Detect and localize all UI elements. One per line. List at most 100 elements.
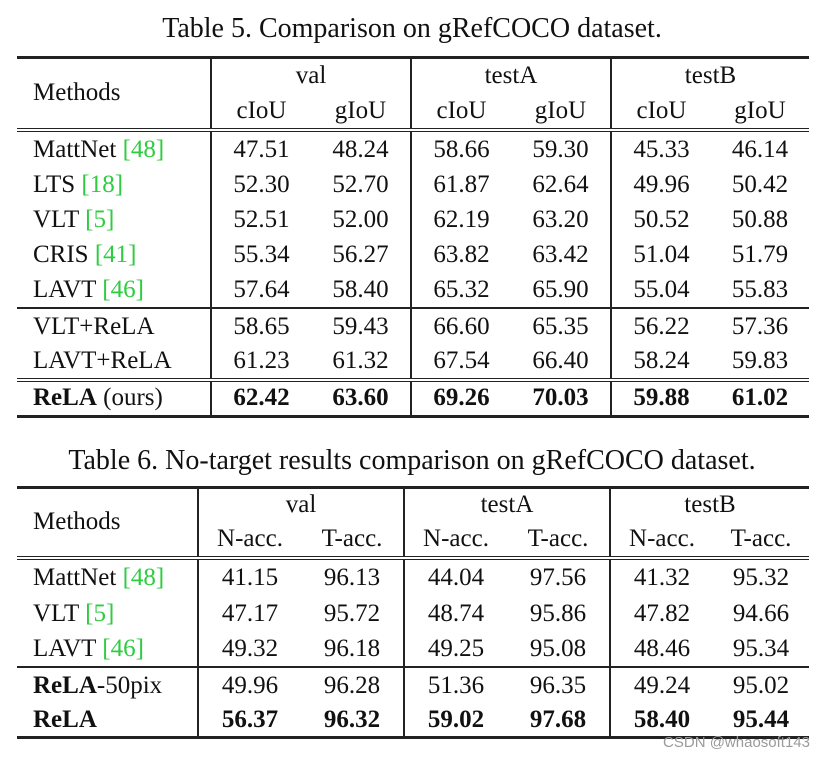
citation-link[interactable]: [48] xyxy=(122,135,165,163)
table-cell: 51.36 xyxy=(427,671,485,699)
table-cell: 58.40 xyxy=(633,705,691,733)
table-cell: 61.32 xyxy=(311,344,412,380)
citation-link[interactable]: [5] xyxy=(85,600,115,627)
table-cell: 95.44 xyxy=(732,705,790,733)
citation-link[interactable]: [18] xyxy=(81,171,124,198)
table5-metric: gIoU xyxy=(511,93,612,130)
table-cell: 66.40 xyxy=(511,344,612,380)
table-cell: 95.08 xyxy=(507,631,611,667)
table-cell: 95.86 xyxy=(507,596,611,632)
table-cell: 56.27 xyxy=(311,237,412,273)
table-cell: 95.34 xyxy=(732,634,790,662)
table-cell: 52.00 xyxy=(311,202,412,238)
table-cell: 96.32 xyxy=(301,703,405,738)
table5-metric: gIoU xyxy=(734,96,786,124)
table-cell: 58.66 xyxy=(433,135,490,163)
method-name: LTS [18] xyxy=(17,167,212,203)
table-cell: 58.65 xyxy=(233,312,290,340)
table5-metric: cIoU xyxy=(236,96,287,124)
table-cell: 62.64 xyxy=(511,167,612,203)
table5-group-val: val xyxy=(211,57,412,94)
table-cell: 57.64 xyxy=(233,275,290,303)
method-name: ReLA (ours) xyxy=(17,379,212,417)
table-cell: 63.20 xyxy=(511,202,612,238)
table-cell: 46.14 xyxy=(731,135,789,163)
table-cell: 50.52 xyxy=(633,206,690,233)
table-cell: 48.46 xyxy=(633,634,691,662)
method-name: MattNet [48] xyxy=(17,129,212,168)
table-cell: 65.35 xyxy=(511,307,612,345)
table-row: MattNet [48] 41.15 96.13 44.04 97.56 41.32 95.… xyxy=(17,557,809,597)
table-row: VLT+ReLA 58.65 59.43 66.60 65.35 56.22 57.36 xyxy=(17,307,809,345)
table-cell: 41.32 xyxy=(633,564,691,591)
table-cell: 49.24 xyxy=(633,671,691,699)
method-name: CRIS [41] xyxy=(17,237,212,273)
table-cell: 63.42 xyxy=(511,237,612,273)
table-row: LAVT [46] 57.64 58.40 65.32 65.90 55.04 55.83 xyxy=(17,272,809,308)
table-cell: 63.60 xyxy=(311,379,412,417)
method-name: LAVT [46] xyxy=(17,272,212,308)
table-cell: 96.28 xyxy=(301,666,405,704)
table-cell: 57.36 xyxy=(731,312,789,340)
table-row: LAVT+ReLA 61.23 61.32 67.54 66.40 58.24 59.83 xyxy=(17,344,809,380)
table-cell: 95.32 xyxy=(732,564,790,591)
table-cell: 49.96 xyxy=(633,171,690,198)
table-cell: 49.96 xyxy=(221,671,279,699)
table-cell: 96.18 xyxy=(301,631,405,667)
table-cell: 61.02 xyxy=(731,384,789,412)
table-cell: 41.15 xyxy=(221,564,279,591)
table-cell: 55.83 xyxy=(731,275,789,303)
table-row: LAVT [46] 49.32 96.18 49.25 95.08 48.46 95.34 xyxy=(17,631,809,667)
table-cell: 96.35 xyxy=(507,666,611,704)
method-name: ReLA xyxy=(17,703,199,738)
table-cell: 59.88 xyxy=(633,384,690,412)
table-cell: 48.24 xyxy=(311,129,412,168)
method-name: ReLA-50pix xyxy=(17,666,199,704)
table-cell: 49.25 xyxy=(427,634,485,662)
table-cell: 56.22 xyxy=(633,312,690,340)
method-name: VLT [5] xyxy=(17,596,199,632)
table-row: ReLA (ours) 62.42 63.60 69.26 70.03 59.88 61.0… xyxy=(17,379,809,417)
table-cell: 44.04 xyxy=(427,564,485,591)
table-cell: 95.02 xyxy=(732,671,790,699)
method-name: LAVT [46] xyxy=(17,631,199,667)
table-cell: 47.82 xyxy=(633,600,691,627)
table5-group-testB: testB xyxy=(684,62,737,90)
table-cell: 52.51 xyxy=(233,206,290,233)
table6-group-testA: testA xyxy=(404,487,611,522)
method-name: VLT [5] xyxy=(17,202,212,238)
table6-metric: N-acc. xyxy=(423,524,489,552)
table-cell: 59.02 xyxy=(427,705,485,733)
table6-metric: T-acc. xyxy=(301,521,405,558)
table-row: VLT [5] 52.51 52.00 62.19 63.20 50.52 50.88 xyxy=(17,202,809,238)
watermark: CSDN @whaosoft143 xyxy=(663,734,810,751)
citation-link[interactable]: [48] xyxy=(122,564,165,591)
citation-link[interactable]: [5] xyxy=(85,206,115,233)
table-cell: 59.83 xyxy=(731,347,789,374)
table-row: MattNet [48] 47.51 48.24 58.66 59.30 45.33 46.… xyxy=(17,129,809,168)
table5-methods-header: Methods xyxy=(17,57,212,130)
table-cell: 55.34 xyxy=(233,241,290,268)
table6: Methods val testA testB N-acc. T-acc. N-… xyxy=(17,486,809,739)
table-cell: 96.13 xyxy=(301,557,405,597)
table-cell: 65.32 xyxy=(433,275,490,303)
table-cell: 70.03 xyxy=(511,379,612,417)
table-cell: 97.56 xyxy=(507,557,611,597)
table-cell: 47.51 xyxy=(233,135,290,163)
table-cell: 50.88 xyxy=(731,206,789,233)
table-cell: 48.74 xyxy=(427,600,485,627)
table-row: CRIS [41] 55.34 56.27 63.82 63.42 51.04 51.79 xyxy=(17,237,809,273)
table-row: ReLA-50pix 49.96 96.28 51.36 96.35 49.24 95.02 xyxy=(17,666,809,704)
table5-metric: gIoU xyxy=(311,93,412,130)
table-cell: 51.04 xyxy=(633,241,690,268)
table6-caption: Table 6. No-target results comparison on… xyxy=(68,445,756,476)
table-cell: 67.54 xyxy=(433,347,490,374)
table-cell: 66.60 xyxy=(433,312,490,340)
table5-group-testA: testA xyxy=(411,57,612,94)
table-cell: 47.17 xyxy=(221,600,279,627)
citation-link[interactable]: [41] xyxy=(94,241,137,268)
citation-link[interactable]: [46] xyxy=(102,275,144,303)
table6-group-testB: testB xyxy=(684,491,736,519)
table-cell: 51.79 xyxy=(731,241,789,268)
citation-link[interactable]: [46] xyxy=(102,634,144,662)
